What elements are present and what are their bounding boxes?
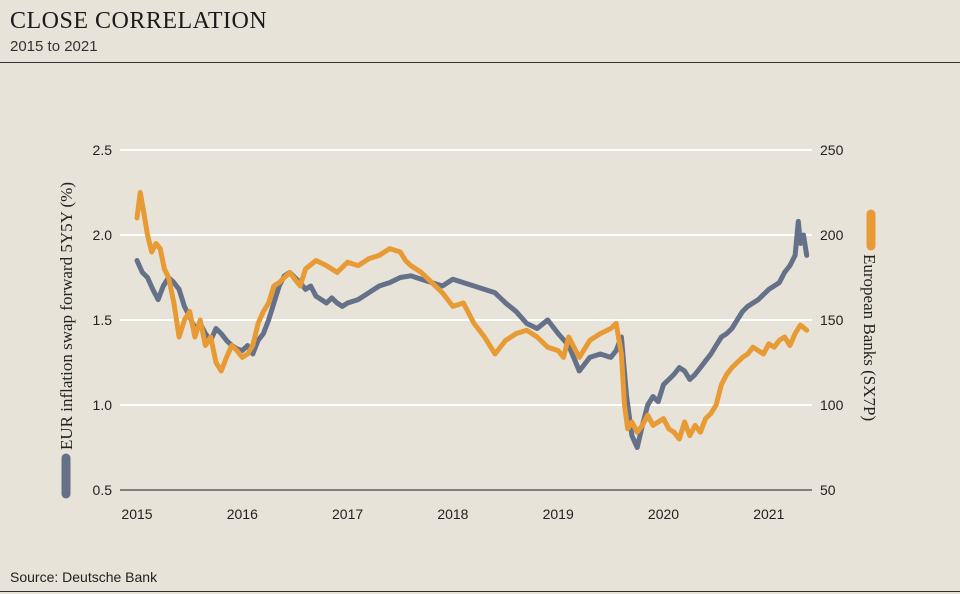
y-right-tick-label: 100: [820, 397, 844, 413]
y-left-tick-label: 2.5: [93, 142, 113, 158]
y-left-tick-label: 0.5: [93, 482, 113, 498]
x-tick-label: 2017: [332, 506, 363, 522]
y-right-tick-label: 200: [820, 227, 844, 243]
y-right-tick-label: 250: [820, 142, 844, 158]
x-tick-label: 2021: [753, 506, 784, 522]
y-left-axis-label: EUR inflation swap forward 5Y5Y (%): [57, 182, 76, 450]
source-note: Source: Deutsche Bank: [10, 569, 158, 585]
chart-title: CLOSE CORRELATION: [10, 8, 268, 34]
y-left-tick-label: 1.0: [93, 397, 113, 413]
x-tick-label: 2015: [121, 506, 152, 522]
y-right-tick-label: 150: [820, 312, 844, 328]
y-left-tick-label: 2.0: [93, 227, 113, 243]
x-tick-label: 2020: [648, 506, 679, 522]
chart-subtitle: 2015 to 2021: [10, 38, 98, 55]
x-tick-label: 2018: [437, 506, 468, 522]
series-line-banks: [134, 190, 810, 442]
y-left-tick-label: 1.5: [93, 312, 113, 328]
series-line-inflation: [134, 218, 810, 450]
footer-divider: [0, 591, 960, 592]
x-tick-label: 2019: [543, 506, 574, 522]
x-tick-label: 2016: [227, 506, 258, 522]
y-right-tick-label: 50: [820, 482, 836, 498]
header-divider: [0, 62, 960, 63]
y-right-axis-label: European Banks (SX7P): [860, 254, 879, 421]
